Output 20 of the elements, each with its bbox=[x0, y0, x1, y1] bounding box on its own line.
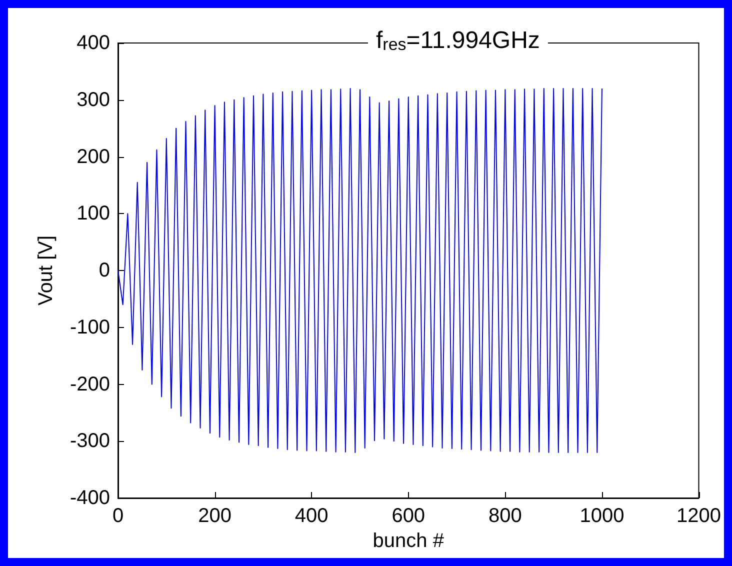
y-axis-title: Vout [V] bbox=[35, 235, 57, 306]
x-tick-label: 200 bbox=[198, 505, 232, 527]
y-tick-label: -400 bbox=[70, 487, 110, 509]
x-tick-label: 0 bbox=[112, 505, 124, 527]
x-tick-label: 1000 bbox=[580, 505, 624, 527]
y-tick-label: 300 bbox=[76, 88, 110, 111]
x-tick-label: 400 bbox=[294, 505, 328, 527]
x-axis-title: bunch # bbox=[372, 530, 445, 552]
y-tick-label: 400 bbox=[76, 32, 110, 54]
line-series bbox=[118, 88, 602, 453]
y-tick-label: 200 bbox=[76, 146, 110, 168]
y-tick-label: -100 bbox=[70, 316, 110, 338]
y-tick-label: 100 bbox=[76, 202, 110, 225]
x-tick-label: 1200 bbox=[676, 505, 722, 527]
y-tick-label: -200 bbox=[70, 373, 110, 396]
x-tick-label: 800 bbox=[488, 505, 522, 527]
y-tick-label: -300 bbox=[70, 430, 110, 452]
chart-title: fres=11.994GHz bbox=[376, 27, 540, 54]
y-tick-label: 0 bbox=[98, 260, 110, 282]
x-tick-label: 600 bbox=[392, 505, 426, 527]
